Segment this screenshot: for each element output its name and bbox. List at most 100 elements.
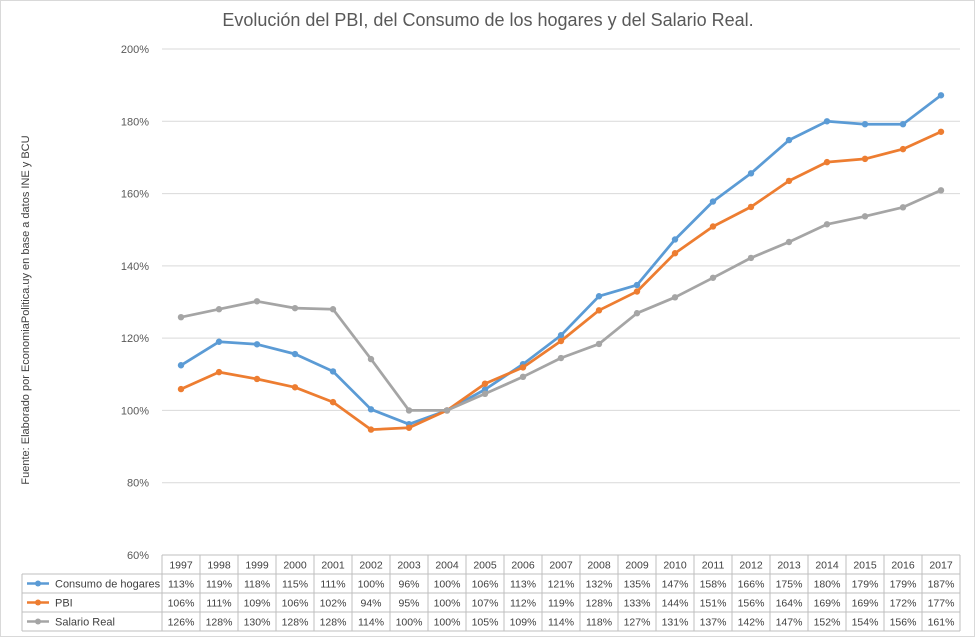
data-table-cell: 179% [852, 579, 879, 591]
legend-key-marker [35, 618, 41, 625]
data-table-cell: 109% [510, 617, 537, 629]
chart-title: Evolución del PBI, del Consumo de los ho… [222, 10, 754, 30]
data-table-cell: 158% [700, 579, 727, 591]
x-tick-label: 2012 [739, 560, 763, 572]
data-point [291, 384, 299, 391]
data-table-cell: 111% [206, 598, 231, 610]
data-point [595, 340, 603, 348]
x-tick-label: 2000 [283, 560, 307, 572]
data-point [785, 136, 793, 144]
data-point [747, 203, 755, 211]
legend-key-marker [35, 580, 41, 587]
y-tick-label: 60% [127, 550, 149, 562]
y-tick-label: 200% [121, 44, 149, 56]
data-point [253, 375, 261, 383]
data-table-cell: 164% [776, 598, 803, 610]
series-line [179, 93, 943, 426]
data-point [785, 238, 793, 246]
data-table-cell: 137% [700, 617, 727, 629]
y-tick-label: 180% [121, 116, 149, 128]
data-table-cell: 147% [662, 579, 689, 591]
data-point [405, 424, 413, 431]
data-table-cell: 106% [168, 598, 195, 610]
legend-label: Salario Real [55, 617, 115, 629]
data-point [253, 341, 261, 348]
y-tick-label: 80% [127, 478, 149, 490]
data-point [899, 120, 907, 128]
data-table-cell: 151% [700, 598, 727, 610]
data-table-cell: 102% [320, 598, 347, 610]
data-table-cell: 132% [586, 579, 613, 591]
data-point [367, 426, 375, 433]
data-point [177, 362, 185, 369]
data-table-cell: 109% [244, 598, 271, 610]
data-point [937, 92, 945, 99]
data-table-cell: 166% [738, 579, 765, 591]
data-point [709, 223, 717, 230]
x-tick-label: 2003 [397, 560, 421, 572]
data-table-cell: 156% [890, 617, 917, 629]
data-point [823, 221, 831, 228]
y-axis-ticks: 60% 80% 100% 120% 140% 160% 180% 200% [121, 44, 149, 562]
data-table-cell: 111% [320, 579, 345, 591]
x-tick-label: 2017 [929, 560, 953, 572]
data-point [899, 145, 907, 153]
data-point [177, 313, 185, 321]
data-table-cell: 113% [510, 579, 536, 591]
data-table-cell: 115% [282, 579, 308, 591]
data-point [481, 390, 489, 398]
data-point [519, 364, 527, 371]
data-point [519, 373, 527, 381]
data-point [823, 158, 831, 166]
data-point [443, 407, 451, 414]
data-table-cell: 161% [928, 617, 955, 629]
data-table-cell: 119% [206, 579, 232, 591]
x-tick-label: 2009 [625, 560, 649, 572]
data-table-cell: 121% [548, 579, 575, 591]
data-point [861, 155, 869, 163]
x-tick-label: 2001 [321, 560, 345, 572]
data-point [481, 380, 489, 387]
x-tick-label: 2015 [853, 560, 877, 572]
data-table-cell: 100% [396, 617, 423, 629]
data-table-cell: 106% [282, 598, 309, 610]
data-table-cell: 169% [814, 598, 841, 610]
data-table-cell: 187% [928, 579, 955, 591]
data-table-cell: 169% [852, 598, 879, 610]
x-tick-label: 2011 [702, 560, 725, 572]
data-table-cell: 172% [890, 598, 917, 610]
gridlines [162, 48, 960, 556]
y-tick-label: 160% [121, 189, 149, 201]
data-point [861, 120, 869, 128]
data-point [671, 236, 679, 243]
data-table-cell: 107% [472, 598, 499, 610]
data-point [747, 170, 755, 177]
data-table-cell: 100% [434, 598, 461, 610]
data-table-cell: 94% [360, 598, 381, 610]
data-table-cell: 128% [320, 617, 347, 629]
data-point [937, 128, 945, 135]
data-point [405, 407, 413, 414]
data-point [291, 350, 299, 358]
data-table-cell: 105% [472, 617, 499, 629]
data-point [747, 254, 755, 262]
data-table-cell: 119% [548, 598, 574, 610]
data-point [671, 250, 679, 257]
data-table-cell: 154% [852, 617, 879, 629]
x-tick-label: 2006 [511, 560, 535, 572]
data-table-cell: 100% [434, 617, 461, 629]
data-point [253, 298, 261, 305]
data-point [291, 304, 299, 312]
x-tick-label: 2005 [473, 560, 497, 572]
data-table-cell: 100% [358, 579, 385, 591]
data-table-cell: 113% [168, 579, 194, 591]
series-lines [177, 92, 945, 433]
data-table-cell: 126% [168, 617, 195, 629]
x-tick-label: 2008 [587, 560, 611, 572]
y-tick-label: 100% [121, 405, 149, 417]
x-tick-label: 2007 [549, 560, 573, 572]
data-table-cell: 130% [244, 617, 271, 629]
data-table-cell: 128% [206, 617, 233, 629]
